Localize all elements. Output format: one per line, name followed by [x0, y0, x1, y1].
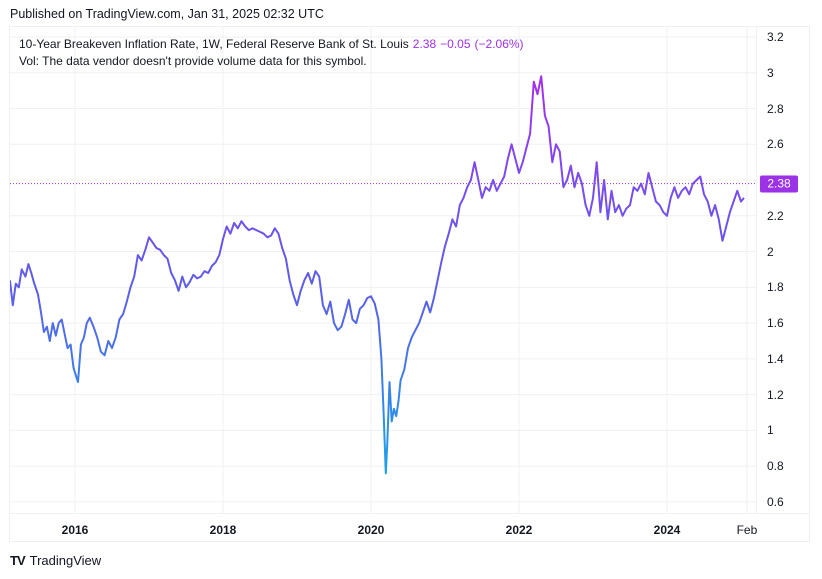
price-axis[interactable]: 3.232.82.62.42.221.81.61.41.210.80.6 — [756, 27, 810, 513]
y-tick-label: 1.4 — [767, 351, 784, 366]
chart-plot-area[interactable] — [10, 27, 756, 513]
x-tick-label: 2020 — [357, 523, 385, 537]
x-tick-label: 2024 — [653, 523, 681, 537]
y-tick-label: 3 — [767, 65, 774, 80]
y-tick-label: 1.2 — [767, 387, 784, 402]
legend-symbol-row: 10-Year Breakeven Inflation Rate, 1W, Fe… — [19, 36, 528, 53]
y-tick-label: 2.6 — [767, 137, 784, 152]
last-price-tag: 2.38 — [760, 175, 798, 193]
x-tick-label: 2016 — [61, 523, 89, 537]
y-tick-label: 2.2 — [767, 208, 784, 223]
price-line-chart — [10, 27, 756, 513]
y-tick-label: 2.8 — [767, 101, 784, 116]
published-note: Published on TradingView.com, Jan 31, 20… — [10, 7, 324, 21]
chart-legend: 10-Year Breakeven Inflation Rate, 1W, Fe… — [19, 36, 528, 70]
x-tick-label: Feb — [736, 523, 758, 537]
x-tick-label: 2022 — [505, 523, 533, 537]
brand-name: TradingView — [29, 553, 102, 568]
y-tick-label: 1.6 — [767, 316, 784, 331]
time-axis[interactable]: 2016 2018 2020 2022 2024 Feb — [10, 513, 809, 542]
legend-change-pct: (−2.06%) — [474, 37, 524, 51]
tradingview-logo-icon: TV — [10, 553, 26, 568]
y-tick-label: 0.6 — [767, 494, 784, 509]
x-tick-label: 2018 — [209, 523, 237, 537]
legend-symbol-title[interactable]: 10-Year Breakeven Inflation Rate, 1W, Fe… — [19, 37, 409, 51]
y-tick-label: 1 — [767, 423, 774, 438]
tradingview-brand[interactable]: TV TradingView — [10, 553, 101, 568]
y-tick-label: 2 — [767, 244, 774, 259]
y-tick-label: 0.8 — [767, 459, 784, 474]
legend-volume-note: Vol: The data vendor doesn't provide vol… — [19, 54, 367, 68]
y-tick-label: 1.8 — [767, 280, 784, 295]
legend-last-value: 2.38 — [412, 37, 437, 51]
legend-values: 2.38 −0.05 (−2.06%) — [413, 37, 528, 51]
legend-change: −0.05 — [440, 37, 471, 51]
y-tick-label: 3.2 — [767, 30, 784, 44]
